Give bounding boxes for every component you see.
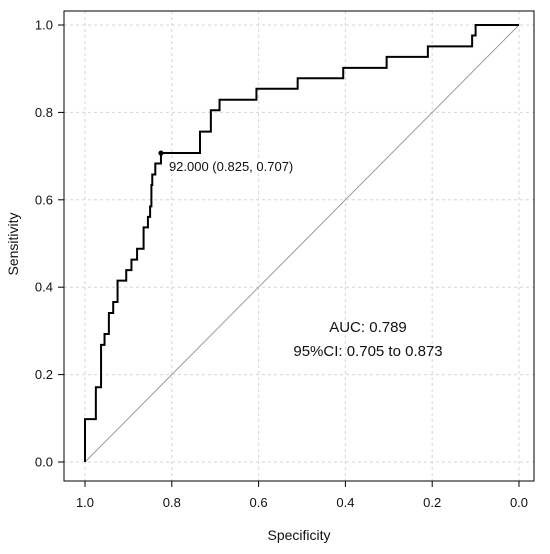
threshold-label: 92.000 (0.825, 0.707) (169, 159, 293, 174)
y-tick-label: 0.4 (35, 280, 53, 295)
y-tick-label: 1.0 (35, 18, 53, 33)
x-tick-label: 0.0 (510, 495, 528, 510)
x-tick-label: 1.0 (76, 495, 94, 510)
y-tick-label: 0.2 (35, 367, 53, 382)
x-axis-title: Specificity (267, 527, 330, 543)
threshold-point (158, 150, 164, 156)
x-tick-label: 0.6 (250, 495, 268, 510)
ci-annotation: 95%CI: 0.705 to 0.873 (293, 343, 442, 360)
plot-frame (63, 10, 535, 482)
y-axis: 0.0 0.2 0.4 0.6 0.8 1.0 (35, 18, 64, 470)
y-tick-label: 0.8 (35, 105, 53, 120)
reference-diagonal-line (84, 24, 520, 463)
roc-curve-line (84, 24, 519, 462)
x-tick-label: 0.4 (336, 495, 354, 510)
threshold-marker-group: 92.000 (0.825, 0.707) (158, 150, 293, 174)
y-tick-label: 0.6 (35, 192, 53, 207)
x-tick-label: 0.2 (423, 495, 441, 510)
x-axis: 1.0 0.8 0.6 0.4 0.2 0.0 (76, 481, 528, 510)
auc-annotation: AUC: 0.789 (329, 319, 407, 336)
y-tick-label: 0.0 (35, 455, 53, 470)
y-axis-title: Sensitivity (5, 212, 21, 275)
x-tick-label: 0.8 (163, 495, 181, 510)
series (84, 24, 520, 463)
